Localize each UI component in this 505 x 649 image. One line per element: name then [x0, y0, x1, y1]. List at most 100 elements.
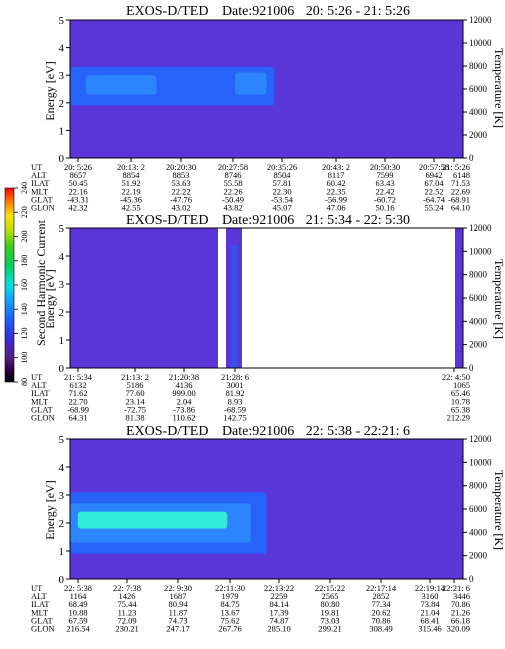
- colorbar-tick-label: 220: [20, 206, 29, 218]
- panel-2-plasma-streak: [231, 244, 237, 368]
- orbit-cell: 73.84: [420, 599, 440, 609]
- orbit-cell: 299.21: [318, 624, 341, 634]
- orbit-cell: 77.34: [371, 599, 391, 609]
- orbit-cell: 3446: [453, 591, 470, 601]
- panel-2-title: EXOS-D/TED Date:921006 21: 5:34 - 22: 5:…: [126, 213, 410, 228]
- y-tick-label: 4: [59, 43, 65, 55]
- panel-2-data-gap: [222, 228, 226, 368]
- orbit-cell: 21: 5:26: [442, 162, 470, 172]
- orbit-cell: 67.59: [68, 615, 87, 625]
- y-right-tick-label: 6000: [469, 293, 488, 303]
- orbit-cell: 315.46: [418, 624, 441, 634]
- orbit-cell: 64.10: [451, 203, 470, 213]
- orbit-cell: 22.22: [171, 186, 190, 196]
- orbit-cell: 47.06: [326, 203, 345, 213]
- orbit-row-label: GLON: [31, 624, 55, 634]
- plasma-band: [235, 72, 267, 95]
- panel-2-data-block-1: [70, 228, 218, 368]
- orbit-cell: 22: 5:38: [64, 583, 92, 593]
- orbit-cell: 71.62: [68, 388, 87, 398]
- orbit-cell: 4136: [176, 380, 193, 390]
- panel-3: EXOS-D/TED Date:921006 22: 5:38 - 22:21:…: [31, 424, 505, 634]
- y-right-tick-label: 0: [469, 153, 474, 163]
- orbit-cell: 22:11:30: [215, 583, 245, 593]
- y-right-tick-label: 0: [469, 363, 474, 373]
- orbit-cell: 22.70: [68, 396, 87, 406]
- orbit-cell: 21.26: [451, 607, 470, 617]
- orbit-cell: 2259: [271, 591, 288, 601]
- orbit-cell: 63.43: [375, 178, 394, 188]
- y-tick-label: 4: [59, 251, 65, 263]
- colorbar-tick-label: 100: [20, 352, 29, 364]
- orbit-cell: 55.58: [223, 178, 242, 188]
- orbit-cell: 57.81: [272, 178, 291, 188]
- colorbar: 80 100 120 140 160 180 200 220 240 Second Harmon…: [4, 182, 48, 386]
- orbit-cell: -47.76: [170, 194, 192, 204]
- panel-2-ylabel: Energy [eV]: [43, 269, 57, 328]
- orbit-cell: 22.19: [121, 186, 140, 196]
- plasma-band: [77, 511, 228, 529]
- orbit-cell: 43.82: [223, 203, 242, 213]
- orbit-cell: 22.35: [326, 186, 345, 196]
- orbit-cell: 72.09: [117, 615, 136, 625]
- y-right-tick-label: 2000: [469, 340, 488, 350]
- colorbar-tick-label: 80: [20, 378, 29, 386]
- colorbar-gradient: [4, 187, 15, 383]
- orbit-cell: 3001: [227, 380, 244, 390]
- orbit-cell: -68.59: [224, 404, 246, 414]
- y-right-tick-label: 6000: [469, 504, 488, 514]
- orbit-cell: 84.75: [220, 599, 239, 609]
- orbit-cell: -53.54: [271, 194, 294, 204]
- orbit-cell: -45.36: [120, 194, 142, 204]
- orbit-cell: 8657: [70, 170, 87, 180]
- panel-1-title-time: 20: 5:26 - 21: 5:26: [306, 4, 410, 19]
- orbit-cell: 17.39: [269, 607, 288, 617]
- orbit-cell: 75.62: [220, 615, 239, 625]
- y-right-tick-label: 12000: [469, 15, 492, 25]
- y-tick-label: 4: [59, 462, 65, 474]
- orbit-cell: 320.09: [447, 624, 470, 634]
- y-right-tick-label: 12000: [469, 434, 492, 444]
- y-tick-label: 2: [59, 307, 65, 319]
- y-tick-label: 3: [59, 279, 65, 291]
- orbit-cell: -68.91: [448, 194, 470, 204]
- colorbar-tick-label: 200: [20, 231, 29, 243]
- orbit-cell: 285.10: [267, 624, 290, 634]
- orbit-cell: -56.99: [325, 194, 347, 204]
- panel-1-title: EXOS-D/TED Date:921006 20: 5:26 - 21: 5:…: [126, 4, 410, 19]
- orbit-cell: 65.38: [451, 404, 470, 414]
- orbit-cell: 8504: [274, 170, 292, 180]
- panel-2-plot: 0 1 2 3 4 5 0 2000 4000 6000 8000 10000 12000 UTALTIL…: [31, 223, 492, 423]
- orbit-cell: 84.14: [269, 599, 289, 609]
- y-right-tick-label: 12000: [469, 223, 492, 233]
- orbit-cell: 22.52: [424, 186, 443, 196]
- y-tick-label: 2: [59, 98, 65, 110]
- y-right-tick-label: 4000: [469, 527, 488, 537]
- orbit-row-label: MLT: [31, 186, 49, 196]
- orbit-cell: 50.45: [68, 178, 87, 188]
- orbit-cell: 68.49: [68, 599, 87, 609]
- plasma-band: [85, 75, 157, 95]
- orbit-row-label: MLT: [31, 607, 49, 617]
- y-right-tick-label: 10000: [469, 38, 492, 48]
- orbit-cell: 19.81: [320, 607, 339, 617]
- orbit-cell: 110.62: [172, 413, 195, 423]
- orbit-cell: 21:28: 6: [221, 372, 249, 382]
- panel-2-ylabel-right: Temperature [K]: [492, 259, 505, 339]
- y-tick-label: 2: [59, 518, 65, 530]
- orbit-cell: 66.18: [451, 615, 470, 625]
- panel-1-title-date: Date:921006: [222, 4, 294, 19]
- orbit-cell: 81.92: [225, 388, 244, 398]
- orbit-row-label: ILAT: [31, 599, 50, 609]
- colorbar-tick-label: 120: [20, 328, 29, 340]
- y-right-tick-label: 8000: [469, 481, 488, 491]
- orbit-cell: 11.87: [169, 607, 188, 617]
- orbit-cell: 13.67: [220, 607, 239, 617]
- orbit-cell: -73.86: [173, 404, 195, 414]
- y-tick-label: 1: [59, 546, 65, 558]
- panel-1-title-instrument: EXOS-D/TED: [126, 4, 208, 19]
- panel-2-data-block-3: [455, 228, 463, 368]
- y-right-tick-label: 8000: [469, 270, 488, 280]
- y-right-tick-label: 10000: [469, 246, 492, 256]
